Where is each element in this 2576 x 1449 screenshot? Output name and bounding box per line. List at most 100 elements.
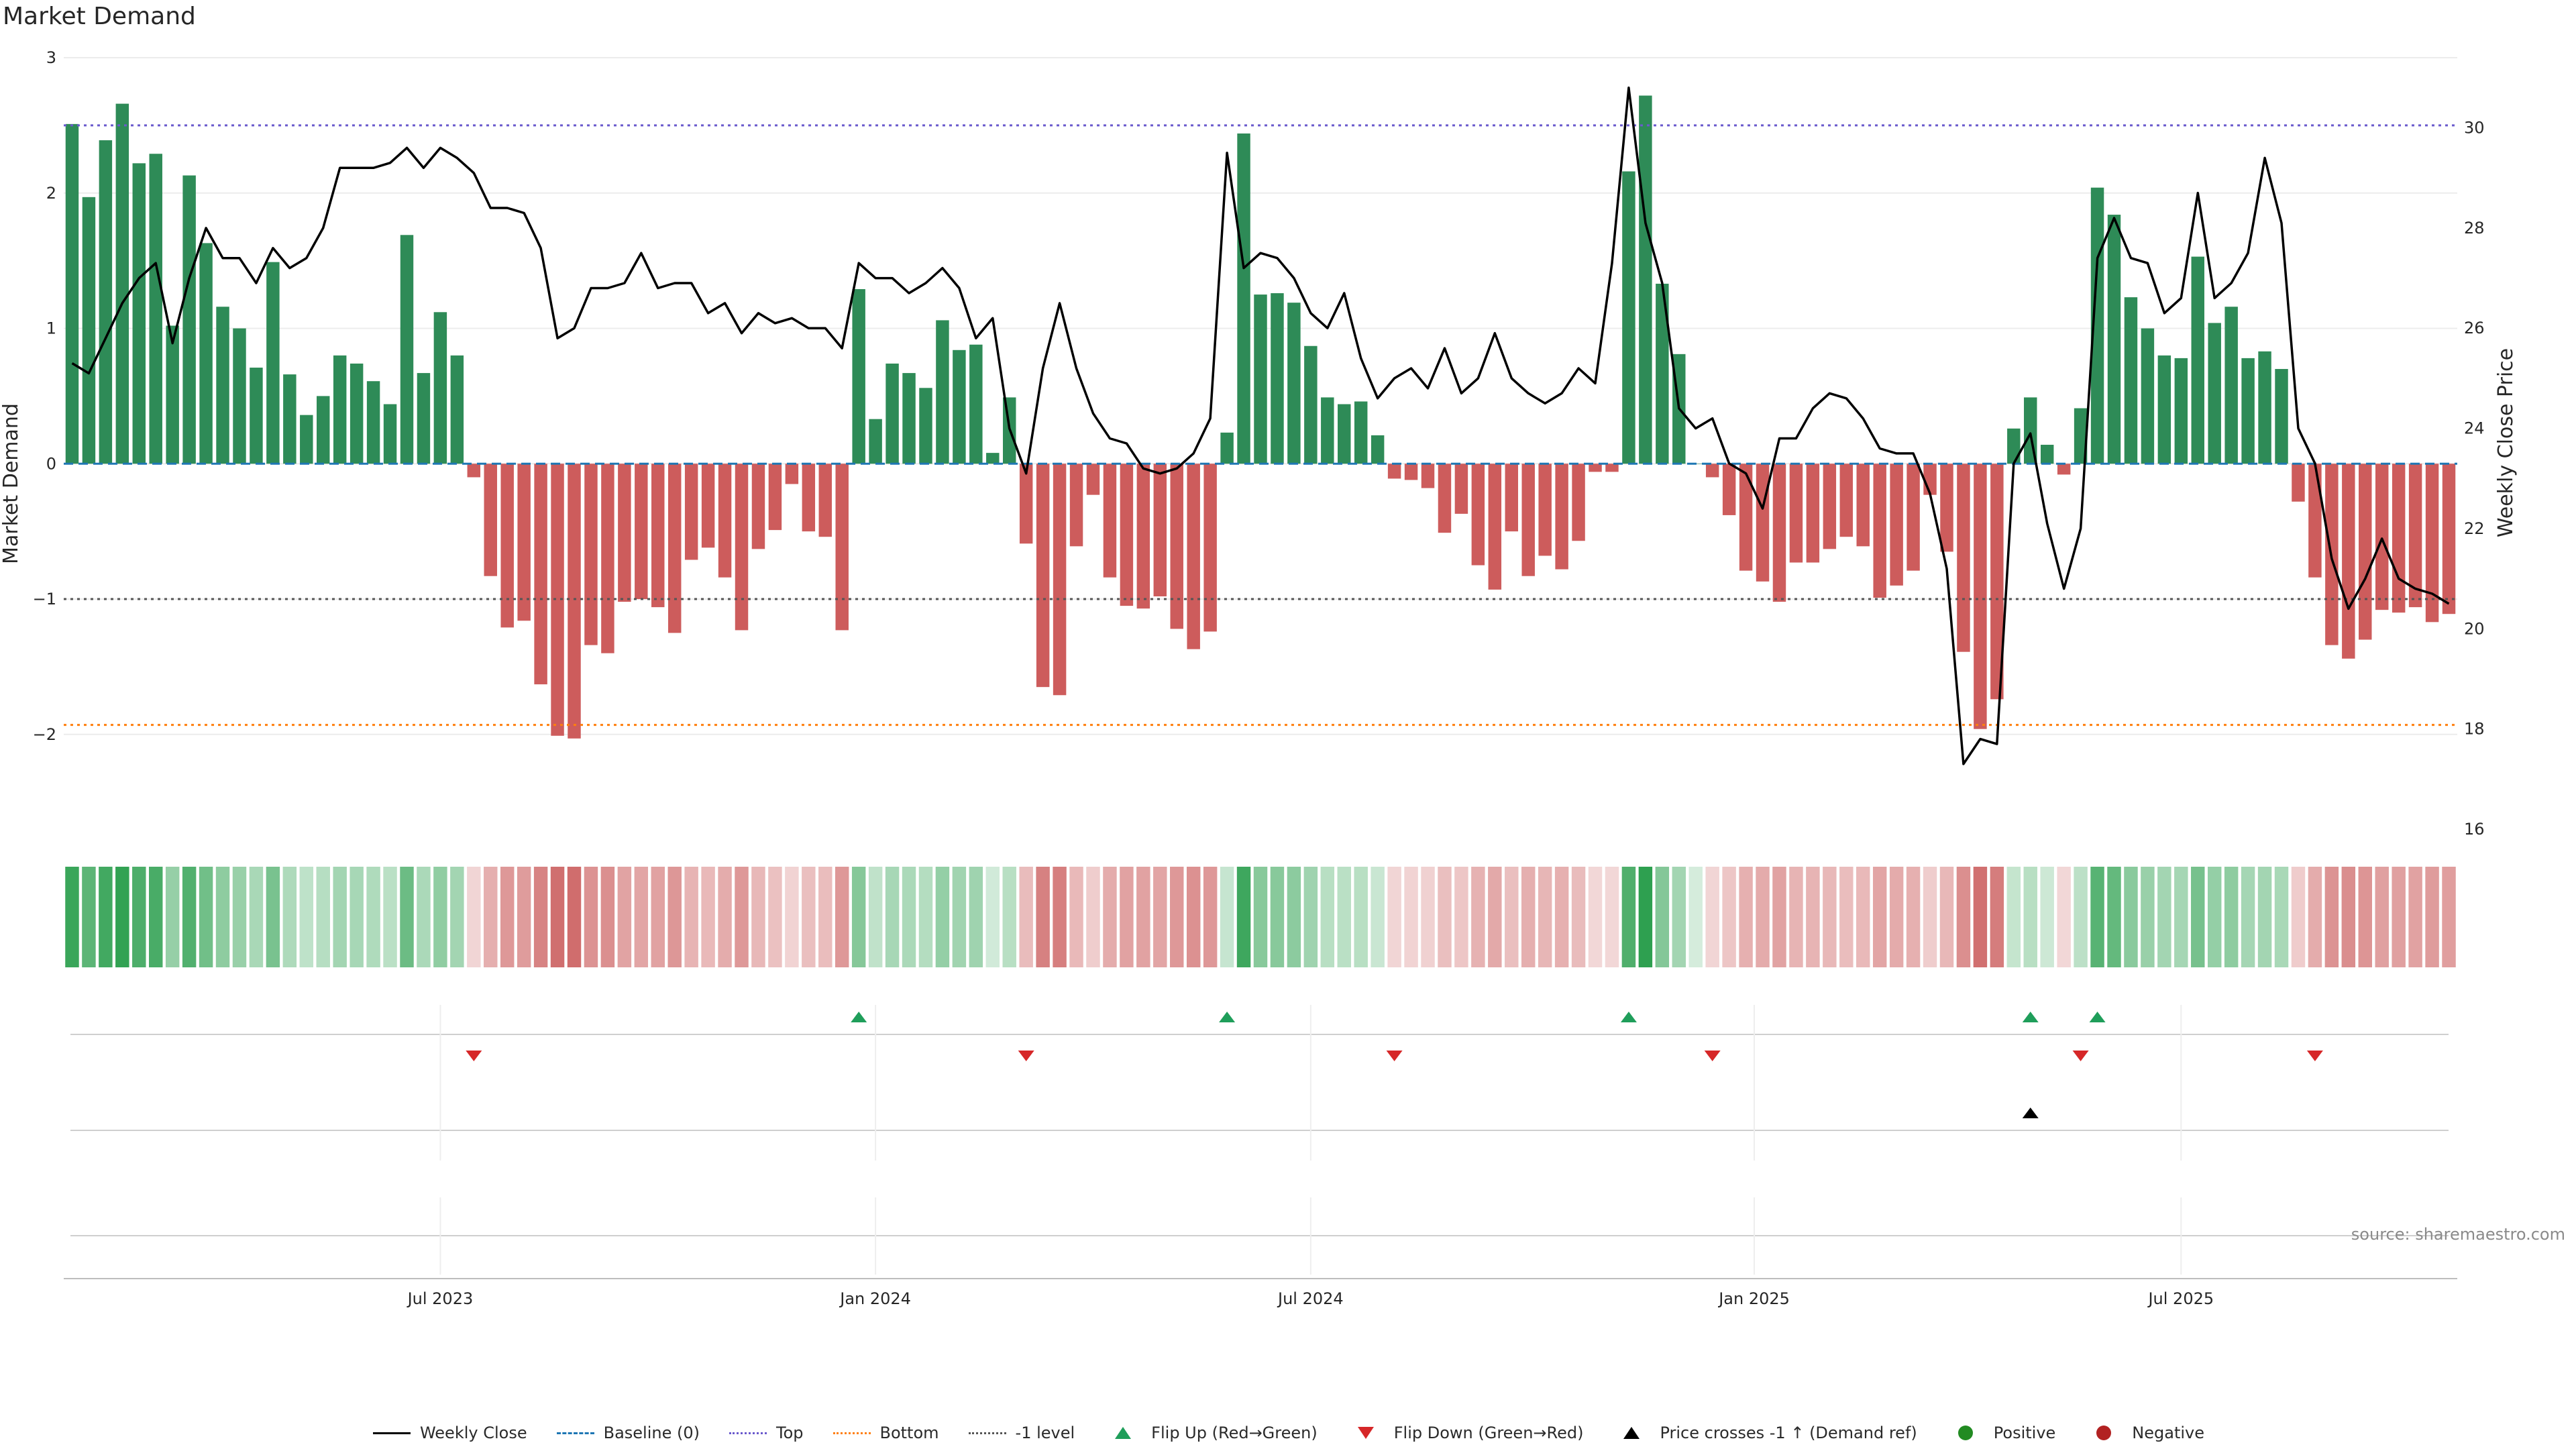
demand-bars (65, 95, 2456, 739)
heat-cell (1722, 867, 1736, 967)
heat-cell (450, 867, 464, 967)
demand-bar (2275, 369, 2288, 464)
demand-bar (467, 464, 481, 478)
heat-cell (1839, 867, 1854, 967)
y2-axis-label: Weekly Close Price (2494, 348, 2518, 537)
price-line-layer (71, 87, 2450, 765)
demand-bar (584, 464, 598, 645)
flip-down-marker (466, 1051, 482, 1061)
demand-bar (1521, 464, 1535, 576)
heat-cell (282, 867, 297, 967)
source-note: source: sharemaestro.com (2351, 1225, 2565, 1244)
heat-cell (1872, 867, 1887, 967)
heat-cell (1672, 867, 1686, 967)
demand-bar (1338, 404, 1351, 464)
demand-bar (250, 368, 263, 464)
heat-cell (517, 867, 531, 967)
legend-item: Top (728, 1424, 804, 1442)
heat-cell (851, 867, 866, 967)
heat-cell (1220, 867, 1234, 967)
demand-bar (166, 325, 179, 464)
legend-symbol-icon (555, 1425, 596, 1441)
legend-item: Weekly Close (372, 1424, 527, 1442)
demand-bar (1823, 464, 1837, 549)
demand-bar (333, 355, 347, 464)
demand-bar (1622, 171, 1635, 464)
heat-cell (768, 867, 782, 967)
heat-cell (149, 867, 163, 967)
demand-bar (1839, 464, 1854, 537)
demand-bar (2107, 215, 2121, 464)
demand-bar (1387, 464, 1401, 479)
legend-item: Bottom (832, 1424, 939, 1442)
heat-cell (2141, 867, 2155, 967)
heat-cell (1454, 867, 1468, 967)
heat-cell (935, 867, 950, 967)
demand-bar (936, 320, 949, 464)
demand-bar (2359, 464, 2372, 640)
flip-up-marker (1620, 1012, 1637, 1022)
demand-bar (2292, 464, 2305, 502)
demand-bar (1990, 464, 2004, 700)
demand-bar (1203, 464, 1217, 632)
legend-item: Negative (2084, 1424, 2204, 1442)
demand-bar (400, 235, 414, 464)
heat-cell (350, 867, 364, 967)
heat-cell (1806, 867, 1820, 967)
y2-tick-label: 18 (2464, 720, 2485, 739)
y-tick-label: 1 (46, 319, 56, 338)
y-tick-label: 0 (46, 454, 56, 473)
demand-bar (635, 464, 648, 600)
heat-cell (115, 867, 129, 967)
demand-bar (115, 103, 129, 464)
heat-cell (718, 867, 732, 967)
heat-cell (99, 867, 113, 967)
demand-bar (1438, 464, 1452, 533)
heat-cell (584, 867, 598, 967)
flip-up-marker (1219, 1012, 1236, 1022)
demand-bar (718, 464, 732, 578)
demand-bar (1404, 464, 1418, 480)
demand-bar (1103, 464, 1117, 578)
heat-cell (918, 867, 933, 967)
demand-bar (802, 464, 816, 532)
heat-cell (1655, 867, 1670, 967)
heat-cell (400, 867, 414, 967)
y2-tick-label: 24 (2464, 419, 2485, 438)
demand-bar (2442, 464, 2456, 614)
heat-cell (1019, 867, 1033, 967)
heat-cell (2107, 867, 2121, 967)
demand-bar (1705, 464, 1719, 478)
demand-bar (317, 396, 330, 464)
demand-bar (618, 464, 631, 602)
heat-cell (684, 867, 698, 967)
flip-down-marker (1386, 1051, 1403, 1061)
heat-cell (1638, 867, 1653, 967)
heat-cell (132, 867, 146, 967)
demand-bar (1772, 464, 1786, 602)
demand-bar (1589, 464, 1602, 472)
heat-cell (1521, 867, 1536, 967)
demand-bar (1153, 464, 1167, 596)
heat-cell (1688, 867, 1703, 967)
demand-bar (2074, 408, 2088, 464)
heat-cell (567, 867, 582, 967)
heat-cell (667, 867, 682, 967)
legend-label: Bottom (879, 1424, 939, 1442)
demand-bar (1856, 464, 1870, 547)
demand-bar (1974, 464, 1987, 729)
heat-cell (232, 867, 247, 967)
heat-cell (2324, 867, 2339, 967)
demand-bar (969, 344, 983, 464)
demand-bar (1053, 464, 1067, 696)
heat-cell (215, 867, 230, 967)
heat-cell (65, 867, 79, 967)
legend-label: Price crosses -1 ↑ (Demand ref) (1660, 1424, 1917, 1442)
legend-label: Flip Down (Green→Red) (1393, 1424, 1584, 1442)
heat-cell (1471, 867, 1485, 967)
demand-bar (2342, 464, 2355, 659)
flip-down-marker (1704, 1051, 1721, 1061)
demand-bar (1471, 464, 1485, 566)
heat-cell (2006, 867, 2021, 967)
heat-cell (1170, 867, 1184, 967)
